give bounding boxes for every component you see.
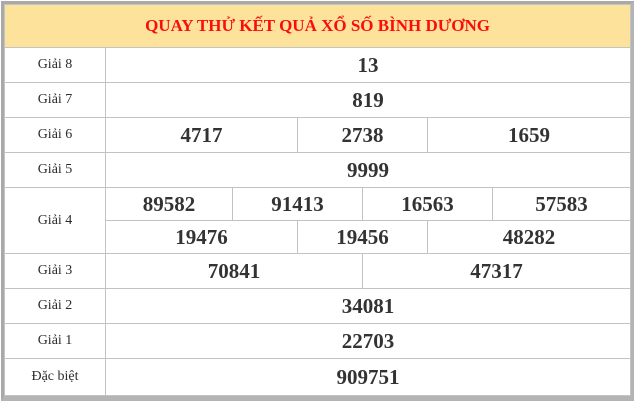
special-prize-value: 909751 [104, 358, 632, 396]
prize-3-value-2: 47317 [361, 253, 632, 289]
table-header-cell: QUAY THỬ KẾT QUẢ XỔ SỐ BÌNH DƯƠNG [3, 4, 632, 48]
prize-1-label: Giải 1 [4, 323, 106, 359]
prize-3-value-1: 70841 [105, 253, 363, 289]
table-row-prize-1: Giải 1 22703 [4, 323, 632, 359]
table-row-prize-4-line-1: Giải 4 89582 91413 16563 57583 [4, 187, 632, 254]
prize-5-label: Giải 5 [4, 152, 106, 188]
prize-7-label: Giải 7 [4, 82, 106, 118]
table-row-prize-8: Giải 8 13 [4, 47, 632, 83]
prize-2-value: 34081 [104, 288, 632, 324]
table-row-prize-6: Giải 6 4717 2738 1659 [4, 117, 632, 153]
prize-4-value-7: 48282 [426, 220, 632, 254]
prize-6-label: Giải 6 [4, 117, 106, 153]
prize-4-value-4: 57583 [491, 187, 632, 221]
prize-4-label: Giải 4 [4, 187, 106, 254]
prize-8-value: 13 [104, 47, 632, 83]
prize-6-value-1: 4717 [105, 117, 298, 153]
prize-5-value: 9999 [104, 152, 632, 188]
header-row: QUAY THỬ KẾT QUẢ XỔ SỐ BÌNH DƯƠNG [3, 4, 632, 48]
prize-8-label: Giải 8 [4, 47, 106, 83]
table-row-prize-3: Giải 3 70841 47317 [4, 253, 632, 289]
prize-4-value-3: 16563 [362, 187, 493, 221]
prize-6-value-2: 2738 [297, 117, 428, 153]
table-row-prize-5: Giải 5 9999 [4, 152, 632, 188]
prize-4-value-2: 91413 [232, 187, 363, 221]
lottery-results-table: QUAY THỬ KẾT QUẢ XỔ SỐ BÌNH DƯƠNG Giải 8… [3, 4, 632, 396]
prize-4-value-5: 19476 [105, 220, 298, 254]
prize-6-value-3: 1659 [426, 117, 632, 153]
prize-4-value-6: 19456 [297, 220, 428, 254]
prize-1-value: 22703 [104, 323, 632, 359]
prize-7-value: 819 [104, 82, 632, 118]
table-row-prize-2: Giải 2 34081 [4, 288, 632, 324]
prize-2-label: Giải 2 [4, 288, 106, 324]
page-title: QUAY THỬ KẾT QUẢ XỔ SỐ BÌNH DƯƠNG [145, 16, 491, 35]
table-row-prize-7: Giải 7 819 [4, 82, 632, 118]
table-row-prize-4-line-2: 19476 19456 48282 [5, 220, 632, 254]
special-prize-label: Đặc biệt [4, 358, 106, 396]
table-row-special-prize: Đặc biệt 909751 [4, 358, 632, 396]
prize-4-value-1: 89582 [105, 187, 233, 221]
prize-3-label: Giải 3 [4, 253, 106, 289]
